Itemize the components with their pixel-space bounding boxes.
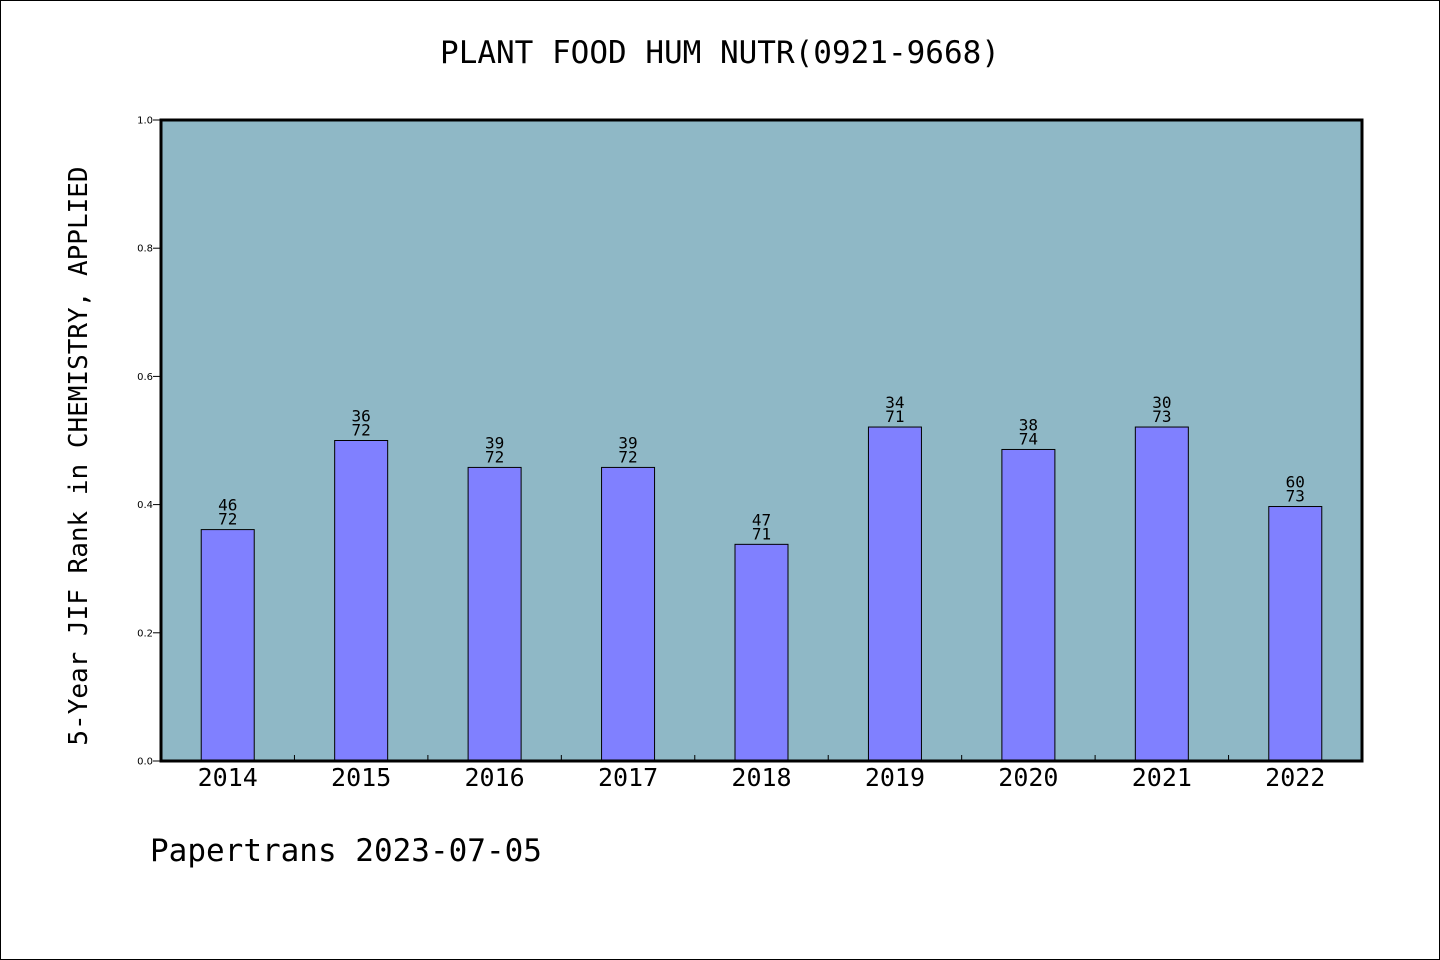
data-label-total: 72 [218, 510, 237, 529]
data-label-rank: 36 [352, 407, 371, 426]
bar [1268, 506, 1323, 762]
data-label-rank: 34 [885, 393, 904, 412]
bar [200, 529, 255, 762]
bar [1001, 448, 1056, 762]
bar [1134, 426, 1189, 762]
x-tick-label: 2016 [465, 763, 525, 792]
data-label-total: 71 [885, 407, 904, 426]
bar [867, 426, 922, 762]
data-label-total: 73 [1152, 407, 1171, 426]
data-label-rank: 39 [485, 433, 504, 452]
data-label-rank: 30 [1152, 393, 1171, 412]
y-tick-label: 0.6 [137, 372, 153, 383]
x-tick-label: 2018 [731, 763, 791, 792]
data-label-total: 72 [485, 447, 504, 466]
chart-title: PLANT FOOD HUM NUTR(0921-9668) [440, 35, 1000, 71]
data-label-rank: 60 [1286, 473, 1305, 492]
x-tick-label: 2017 [598, 763, 658, 792]
x-tick-label: 2022 [1265, 763, 1325, 792]
x-tick-label: 2014 [198, 763, 258, 792]
y-tick-label: 0.0 [137, 757, 153, 768]
data-label-total: 72 [618, 447, 637, 466]
data-label-rank: 38 [1019, 415, 1038, 434]
y-tick-label: 0.4 [137, 500, 153, 511]
bar [601, 466, 656, 762]
x-tick-label: 2020 [998, 763, 1058, 792]
data-label-rank: 39 [618, 433, 637, 452]
data-label-rank: 47 [752, 510, 771, 529]
data-label-total: 71 [752, 524, 771, 543]
data-label-rank: 46 [218, 496, 237, 515]
plot-border [159, 118, 1364, 763]
bar [734, 543, 789, 762]
footer-credit: Papertrans 2023-07-05 [150, 833, 542, 869]
data-label-total: 72 [352, 421, 371, 440]
x-tick-label: 2019 [865, 763, 925, 792]
y-tick-label: 1.0 [137, 116, 153, 127]
data-label-total: 74 [1019, 429, 1038, 448]
bar [334, 440, 389, 762]
x-tick-label: 2015 [331, 763, 391, 792]
x-tick-label: 2021 [1132, 763, 1192, 792]
data-label-total: 73 [1286, 487, 1305, 506]
bar [467, 466, 522, 762]
y-tick-label: 0.8 [137, 244, 153, 255]
y-tick-label: 0.2 [137, 628, 153, 639]
